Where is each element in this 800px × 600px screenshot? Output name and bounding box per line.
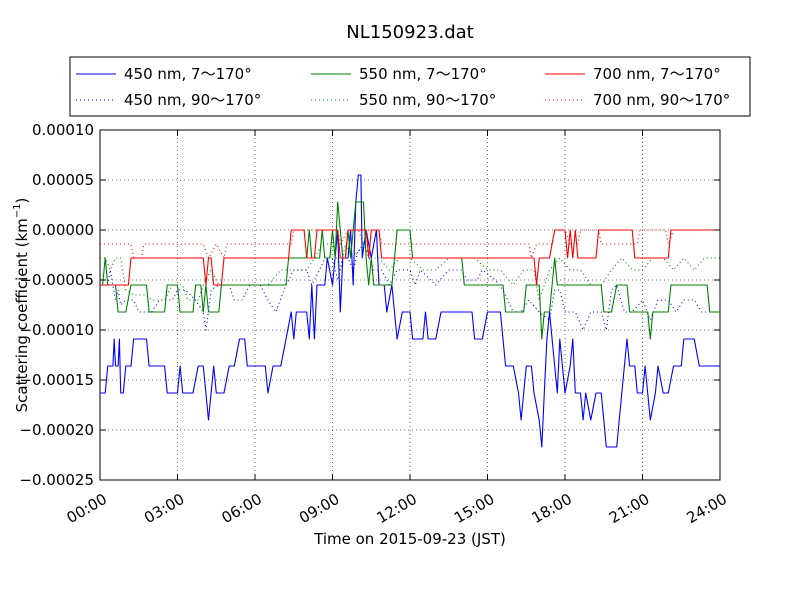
- y-tick-label: −0.00005: [19, 271, 94, 289]
- series-line-1: [100, 174, 720, 448]
- y-axis-label-main: Scattering coefficient (km: [13, 218, 31, 412]
- legend-label-1: 450 nm, 7～170°: [124, 65, 252, 83]
- series-layer: [100, 174, 720, 448]
- y-axis-label-exponent: −1: [12, 203, 23, 218]
- plot-frame: [99, 129, 721, 481]
- y-tick-label: −0.00015: [19, 371, 94, 389]
- y-tick-labels: 0.00010 0.00005 0.00000 −0.00005 −0.00010 −0.…: [19, 121, 94, 489]
- ticks: [99, 129, 721, 481]
- legend-label-5: 700 nm, 7～170°: [593, 65, 721, 83]
- series-line-4: [100, 243, 720, 301]
- y-tick-label: −0.00020: [19, 421, 94, 439]
- y-tick-label: −0.00010: [19, 321, 94, 339]
- series-line-5: [100, 229, 720, 286]
- plot-area: [99, 129, 721, 481]
- y-axis-label: Scattering coefficient (km−1): [12, 198, 31, 413]
- legend-label-4: 550 nm, 90～170°: [359, 91, 496, 109]
- y-tick-label: −0.00025: [19, 471, 94, 489]
- legend-label-3: 550 nm, 7～170°: [359, 65, 487, 83]
- chart-title: NL150923.dat: [346, 22, 473, 43]
- legend-box: [69, 56, 751, 117]
- series-line-3: [100, 201, 720, 340]
- x-axis-label: Time on 2015-09-23 (JST): [313, 530, 506, 548]
- y-tick-label: 0.00010: [32, 121, 94, 139]
- y-axis-label-close: ): [13, 198, 31, 204]
- y-tick-label: 0.00005: [32, 171, 94, 189]
- legend-label-6: 700 nm, 90～170°: [593, 91, 730, 109]
- legend-label-2: 450 nm, 90～170°: [124, 91, 261, 109]
- legend: 450 nm, 7～170° 550 nm, 7～170° 700 nm, 7～17…: [69, 56, 751, 117]
- y-tick-label: 0.00000: [32, 221, 94, 239]
